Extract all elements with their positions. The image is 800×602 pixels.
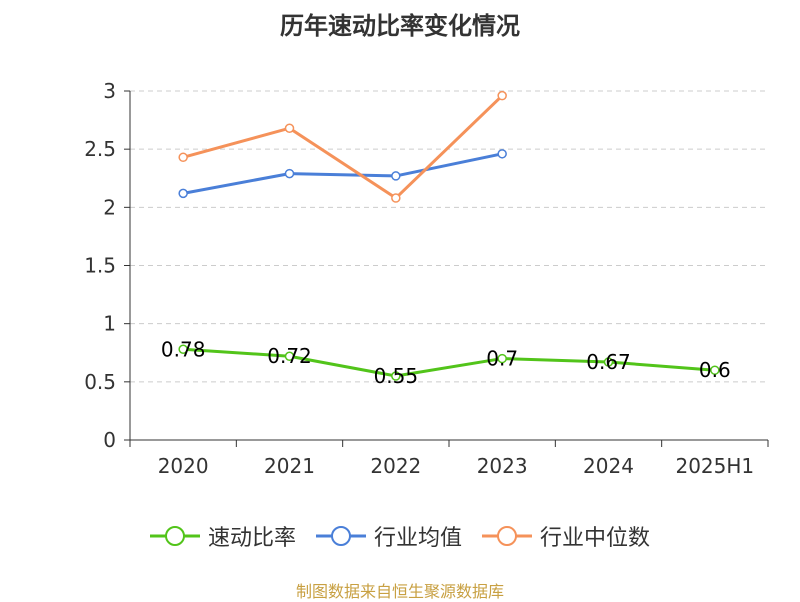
y-tick-label: 3 xyxy=(103,79,116,103)
legend-item-1[interactable]: 行业均值 xyxy=(315,520,462,552)
data-point xyxy=(284,168,295,179)
y-tick-label: 1.5 xyxy=(84,254,116,278)
y-tick-label: 1 xyxy=(103,312,116,336)
data-label: 0.6 xyxy=(699,358,731,382)
legend-item-2[interactable]: 行业中位数 xyxy=(482,520,650,552)
data-point xyxy=(497,353,507,364)
legend-item-0[interactable]: 速动比率 xyxy=(149,520,296,552)
series-line-2 xyxy=(182,94,504,200)
data-point xyxy=(284,351,295,361)
data-point xyxy=(391,193,401,203)
data-label: 0.72 xyxy=(267,344,312,368)
grid-layer xyxy=(130,90,768,383)
y-tick-label: 2 xyxy=(103,195,116,219)
legend-swatch-icon xyxy=(315,526,366,546)
data-label: 0.7 xyxy=(486,347,518,371)
x-tick-label: 2024 xyxy=(583,454,634,478)
data-point xyxy=(391,171,401,181)
x-tick-label: 2023 xyxy=(477,454,528,478)
legend-label: 行业均值 xyxy=(373,526,462,551)
legend-swatch-icon xyxy=(482,526,532,546)
y-tick-label: 0 xyxy=(103,428,116,452)
data-point xyxy=(603,357,614,367)
x-tick-label: 2025H1 xyxy=(675,454,754,478)
data-point xyxy=(497,90,507,101)
legend-swatch-icon xyxy=(149,526,200,546)
legend-label: 行业中位数 xyxy=(540,526,651,551)
x-tick-label: 2021 xyxy=(264,454,315,478)
y-tick-label: 0.5 xyxy=(84,370,116,394)
label-layer: 0.78 0.72 0.55 0.7 0.67 0.6 xyxy=(161,337,731,388)
source-note: 制图数据来自恒生聚源数据库 xyxy=(295,582,504,601)
data-point xyxy=(178,152,188,163)
legend: 速动比率 行业均值 行业中位数 xyxy=(0,520,800,552)
data-label: 0.67 xyxy=(586,350,631,374)
legend-label: 速动比率 xyxy=(207,526,296,551)
x-tick-label: 2020 xyxy=(158,454,209,478)
data-point xyxy=(391,371,401,381)
y-tick-label: 2.5 xyxy=(84,137,116,161)
data-label: 0.55 xyxy=(374,364,419,388)
axis-layer: 0 0.5 1 1.5 2 2.5 3 2020 2021 2022 2023 2024 2025H1 xyxy=(84,79,769,478)
data-label: 0.78 xyxy=(161,337,206,361)
data-point xyxy=(710,365,720,375)
series-layer xyxy=(178,90,720,381)
data-point xyxy=(497,149,507,159)
x-tick-label: 2022 xyxy=(370,454,421,478)
series-line-0 xyxy=(183,347,715,378)
data-point xyxy=(178,344,188,355)
series-line-1 xyxy=(182,152,503,195)
data-point xyxy=(178,188,188,199)
chart-title: 历年速动比率变化情况 xyxy=(280,12,520,40)
data-point xyxy=(284,123,295,133)
